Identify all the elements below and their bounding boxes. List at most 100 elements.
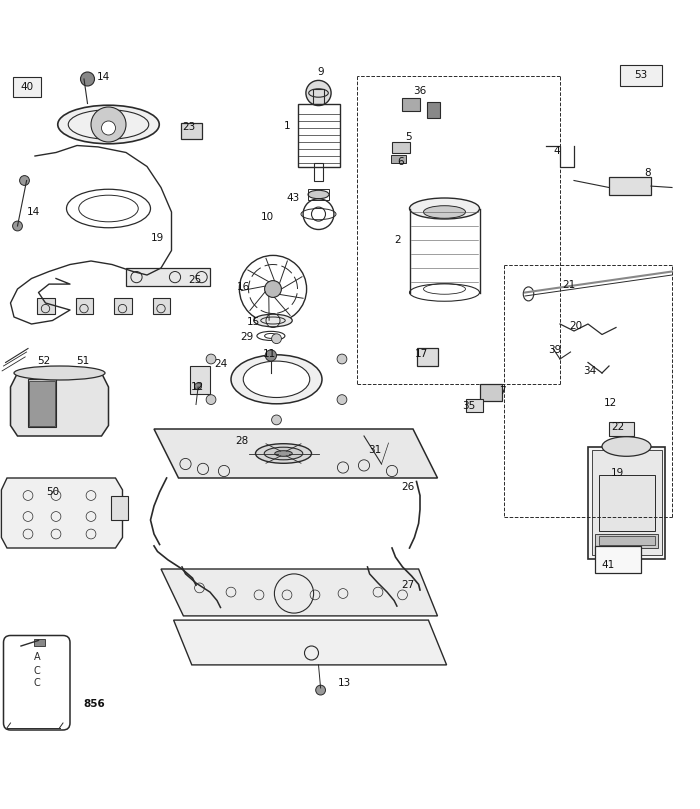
Text: 4: 4	[553, 146, 560, 156]
Text: 8: 8	[644, 168, 651, 179]
Bar	[29, 381, 55, 426]
Circle shape	[337, 395, 347, 404]
Bar	[76, 298, 93, 314]
Text: 35: 35	[463, 401, 475, 411]
Text: 26: 26	[401, 482, 414, 492]
Bar	[595, 546, 640, 573]
Polygon shape	[161, 569, 438, 616]
Text: 28: 28	[235, 436, 248, 446]
Text: 24: 24	[214, 359, 227, 369]
Bar	[609, 177, 651, 194]
Bar	[37, 298, 55, 314]
Circle shape	[102, 121, 116, 135]
Bar	[308, 188, 329, 200]
Ellipse shape	[231, 355, 322, 404]
Bar	[392, 142, 410, 153]
Bar	[620, 65, 662, 86]
Text: 856: 856	[83, 699, 106, 709]
Polygon shape	[174, 621, 447, 665]
Text: 23: 23	[183, 121, 195, 132]
Text: 15: 15	[247, 317, 260, 327]
Bar	[592, 450, 662, 555]
Bar	[595, 534, 658, 548]
FancyBboxPatch shape	[4, 636, 70, 730]
Text: 52: 52	[37, 356, 50, 366]
Text: 29: 29	[240, 332, 253, 342]
Text: 17: 17	[415, 349, 428, 359]
Text: 53: 53	[634, 70, 647, 81]
Text: 40: 40	[20, 82, 33, 91]
Ellipse shape	[424, 205, 466, 218]
Bar	[402, 98, 420, 111]
Ellipse shape	[256, 443, 312, 464]
Bar	[34, 639, 45, 646]
Ellipse shape	[244, 361, 309, 397]
Bar	[181, 123, 202, 138]
Text: 51: 51	[76, 356, 89, 366]
Circle shape	[306, 80, 331, 106]
Circle shape	[206, 395, 216, 404]
Ellipse shape	[14, 366, 105, 380]
Circle shape	[206, 354, 216, 364]
Bar	[480, 383, 502, 401]
Text: 14: 14	[27, 207, 40, 217]
Ellipse shape	[410, 198, 480, 219]
Circle shape	[91, 107, 126, 142]
Text: C: C	[34, 666, 41, 676]
Text: 14: 14	[97, 72, 110, 82]
Ellipse shape	[265, 447, 302, 460]
Bar	[314, 163, 323, 180]
Ellipse shape	[57, 105, 160, 144]
Circle shape	[195, 383, 202, 390]
Text: 12: 12	[191, 382, 204, 392]
Text: C: C	[34, 678, 41, 688]
Circle shape	[20, 176, 29, 185]
Bar	[588, 447, 665, 558]
Bar	[391, 155, 406, 163]
Bar	[28, 379, 56, 427]
Text: 31: 31	[368, 445, 381, 455]
Text: 5: 5	[405, 132, 412, 142]
Bar	[427, 102, 440, 117]
Bar	[313, 90, 324, 104]
Bar	[609, 422, 634, 436]
Bar	[416, 349, 438, 366]
Ellipse shape	[602, 437, 651, 456]
Circle shape	[337, 354, 347, 364]
Circle shape	[316, 685, 326, 695]
Polygon shape	[154, 429, 438, 478]
Text: A: A	[34, 651, 41, 662]
Polygon shape	[10, 373, 109, 436]
Text: 1: 1	[284, 121, 290, 131]
Text: 39: 39	[548, 345, 561, 355]
Bar	[190, 366, 210, 394]
Text: 22: 22	[611, 422, 624, 432]
Text: 20: 20	[569, 321, 582, 331]
Text: 12: 12	[604, 398, 617, 408]
Bar	[466, 399, 483, 412]
Polygon shape	[1, 478, 122, 548]
Text: 21: 21	[562, 281, 575, 290]
Text: 7: 7	[499, 386, 506, 396]
Text: 50: 50	[46, 487, 59, 497]
Text: 19: 19	[611, 468, 624, 478]
Text: 2: 2	[394, 235, 401, 245]
Text: 43: 43	[286, 193, 299, 203]
Text: 19: 19	[151, 233, 164, 243]
Text: 41: 41	[601, 561, 614, 570]
Bar	[111, 495, 128, 520]
Text: 34: 34	[583, 366, 596, 376]
Circle shape	[80, 72, 94, 86]
Text: 9: 9	[317, 67, 324, 77]
Ellipse shape	[253, 314, 293, 327]
Circle shape	[13, 221, 22, 231]
Circle shape	[265, 281, 281, 298]
Text: 27: 27	[401, 580, 414, 590]
Ellipse shape	[274, 451, 293, 456]
Bar	[153, 298, 170, 314]
Circle shape	[272, 415, 281, 425]
Text: 10: 10	[261, 212, 274, 222]
Bar	[114, 298, 132, 314]
Text: 13: 13	[338, 678, 351, 688]
Text: 36: 36	[414, 86, 426, 96]
